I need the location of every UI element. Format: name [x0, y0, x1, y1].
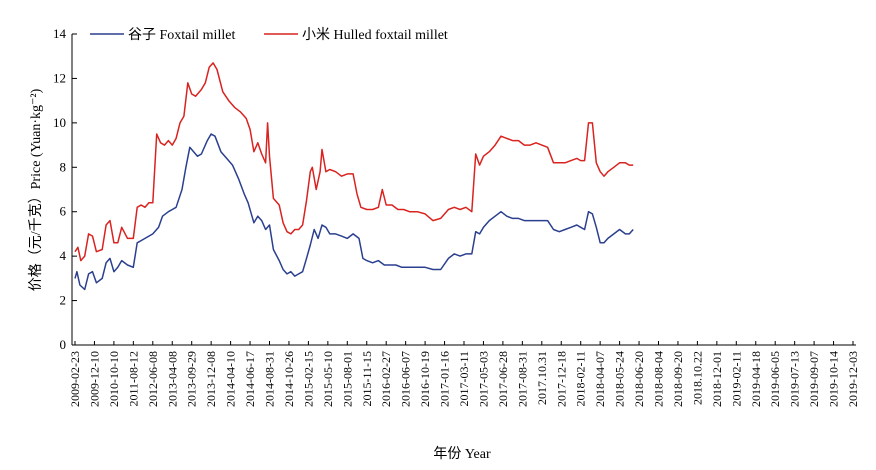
y-axis-ticks: 0 2 4 6 8 10 12 14	[53, 26, 77, 352]
x-tick-label: 2017-12-18	[554, 351, 568, 407]
x-tick-label: 2019-09-07	[807, 351, 821, 407]
x-tick-label: 2012-06-08	[146, 351, 160, 407]
x-tick-label: 2017-03-11	[457, 351, 471, 407]
y-tick-label: 0	[60, 337, 67, 352]
legend-label-foxtail: 谷子 Foxtail millet	[128, 27, 235, 43]
x-tick-label: 2014-10-26	[282, 351, 296, 407]
legend-label-hulled: 小米 Hulled foxtail millet	[302, 27, 448, 43]
x-tick-label: 2019-02-11	[729, 351, 743, 407]
x-tick-label: 2011-08-12	[126, 351, 140, 407]
x-tick-label: 2014-04-10	[224, 351, 238, 407]
x-tick-label: 2018.10.22	[690, 351, 704, 405]
x-tick-label: 2016-10-19	[418, 351, 432, 407]
x-tick-label: 2015-11-15	[360, 351, 374, 407]
y-tick-label: 8	[60, 159, 67, 174]
x-tick-label: 2019-10-14	[827, 351, 841, 407]
x-tick-label: 2019-07-13	[788, 351, 802, 407]
y-tick-label: 10	[53, 115, 66, 130]
x-tick-label: 2014-08-31	[263, 351, 277, 407]
axes	[71, 34, 856, 346]
series-line-hulled-foxtail-millet	[74, 62, 634, 262]
x-tick-label: 2015-02-15	[301, 351, 315, 407]
x-tick-label: 2009-12-10	[87, 351, 101, 407]
x-tick-label: 2018-09-20	[671, 351, 685, 407]
x-tick-label: 2017-05-03	[476, 351, 490, 407]
x-tick-label: 2019-04-18	[749, 351, 763, 407]
x-tick-label: 2013-12-08	[204, 351, 218, 407]
x-tick-label: 2018-08-04	[652, 351, 666, 407]
x-tick-label: 2013-04-08	[165, 351, 179, 407]
x-tick-label: 2018-02-11	[574, 351, 588, 407]
series-line-foxtail-millet	[74, 133, 634, 291]
y-tick-label: 2	[60, 293, 67, 308]
x-tick-label: 2017-08-31	[515, 351, 529, 407]
y-tick-label: 14	[53, 26, 67, 41]
x-tick-label: 2009-02-23	[68, 351, 82, 407]
x-tick-label: 2017.10.31	[535, 351, 549, 405]
y-tick-label: 4	[60, 248, 67, 263]
x-tick-label: 2015-08-01	[340, 351, 354, 407]
x-tick-label: 2014-06-17	[243, 351, 257, 407]
x-axis-ticks: 2009-02-23 2009-12-10 2010-10-10 2011-08-12…	[68, 341, 860, 407]
series-lines	[74, 62, 634, 291]
x-tick-label: 2016-02-27	[379, 351, 393, 407]
x-tick-label: 2018-06-20	[632, 351, 646, 407]
x-tick-label: 2019-12-03	[846, 351, 860, 407]
x-tick-label: 2017-06-28	[496, 351, 510, 407]
x-tick-label: 2015-05-10	[321, 351, 335, 407]
y-tick-label: 12	[53, 70, 66, 85]
x-tick-label: 2018-05-24	[613, 351, 627, 407]
x-tick-label: 2013-09-29	[185, 351, 199, 407]
x-tick-label: 2010-10-10	[107, 351, 121, 407]
x-tick-label: 2017-01-16	[438, 351, 452, 407]
x-axis-title: 年份 Year	[433, 446, 491, 462]
x-tick-label: 2018-04-07	[593, 351, 607, 407]
x-tick-label: 2018-12-01	[710, 351, 724, 407]
legend: 谷子 Foxtail millet 小米 Hulled foxtail mill…	[90, 27, 448, 43]
y-tick-label: 6	[60, 204, 67, 219]
x-tick-label: 2016-06-07	[399, 351, 413, 407]
y-axis-title: 价格（元/千克）Price (Yuan·kg⁻²)	[28, 88, 44, 291]
x-tick-label: 2019-06-05	[768, 351, 782, 407]
